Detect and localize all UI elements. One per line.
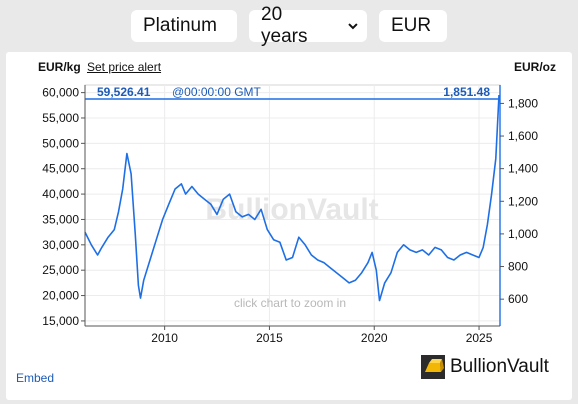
right-tick-label: 1,800 <box>508 96 538 110</box>
right-tick-label: 1,000 <box>508 227 538 241</box>
gold-bar-icon <box>421 355 445 379</box>
x-axis: 2010 2015 2020 2025 <box>85 325 500 345</box>
currency-select[interactable]: EUR <box>379 10 447 42</box>
price-line <box>84 94 500 302</box>
chevron-down-icon <box>348 23 358 30</box>
price-chart[interactable]: BullionVault click chart to zoom in 59,5… <box>6 82 572 372</box>
readout-kg-value: 59,526.41 <box>97 85 151 99</box>
left-tick-label: 50,000 <box>42 136 79 150</box>
x-tick-label: 2015 <box>256 331 283 345</box>
left-tick-label: 30,000 <box>42 238 79 252</box>
left-tick-label: 60,000 <box>42 86 79 100</box>
right-tick-label: 1,400 <box>508 162 538 176</box>
period-select-value: 20 years <box>261 4 308 47</box>
left-tick-label: 35,000 <box>42 212 79 226</box>
x-tick-label: 2010 <box>151 331 178 345</box>
right-tick-label: 1,600 <box>508 129 538 143</box>
chart-panel: EUR/kg Set price alert EUR/oz BullionVau… <box>6 52 572 400</box>
right-axis: 600 800 1,000 1,200 1,400 1,600 1,800 <box>500 96 538 306</box>
right-tick-label: 600 <box>508 292 528 306</box>
left-tick-label: 40,000 <box>42 187 79 201</box>
left-tick-label: 15,000 <box>42 314 79 328</box>
left-tick-label: 45,000 <box>42 162 79 176</box>
readout-time: @00:00:00 GMT <box>172 85 262 99</box>
plot-area[interactable] <box>84 84 501 327</box>
readout-oz-value: 1,851.48 <box>443 85 490 99</box>
price-series <box>84 94 500 302</box>
period-select[interactable]: 20 years <box>249 4 367 47</box>
watermark-text: BullionVault <box>205 193 378 226</box>
selector-bar: Platinum 20 years EUR <box>0 0 578 52</box>
logo-text: BullionVault <box>450 356 549 377</box>
bullionvault-logo[interactable]: BullionVault <box>420 354 549 380</box>
grid-lines <box>85 85 500 326</box>
right-axis-unit: EUR/oz <box>514 60 556 74</box>
left-axis: 15,000 20,000 25,000 30,000 35,000 40,000 45,0… <box>42 85 86 328</box>
left-tick-label: 25,000 <box>42 263 79 277</box>
set-price-alert-link[interactable]: Set price alert <box>87 60 162 74</box>
right-tick-label: 800 <box>508 260 528 274</box>
left-axis-unit: EUR/kg <box>38 60 81 74</box>
x-tick-label: 2025 <box>466 331 493 345</box>
embed-link[interactable]: Embed <box>16 371 55 385</box>
currency-select-value: EUR <box>391 15 432 36</box>
metal-select[interactable]: Platinum <box>131 10 237 42</box>
zoom-hint: click chart to zoom in <box>234 296 346 310</box>
left-tick-label: 55,000 <box>42 111 79 125</box>
metal-select-value: Platinum <box>143 15 217 36</box>
right-tick-label: 1,200 <box>508 194 538 208</box>
x-tick-label: 2020 <box>361 331 388 345</box>
left-tick-label: 20,000 <box>42 289 79 303</box>
